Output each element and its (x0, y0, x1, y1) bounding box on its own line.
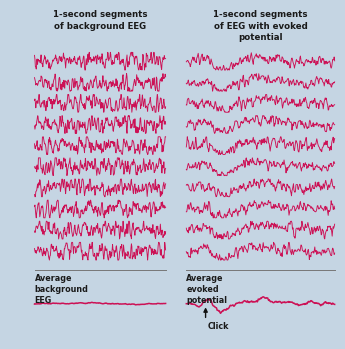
Text: 1-second segments
of background EEG: 1-second segments of background EEG (53, 10, 147, 31)
Text: Average
background
EEG: Average background EEG (34, 274, 88, 305)
Text: 1-second segments
of EEG with evoked
potential: 1-second segments of EEG with evoked pot… (213, 10, 308, 42)
Text: Average
evoked
potential: Average evoked potential (186, 274, 227, 305)
Text: Click: Click (207, 322, 229, 331)
